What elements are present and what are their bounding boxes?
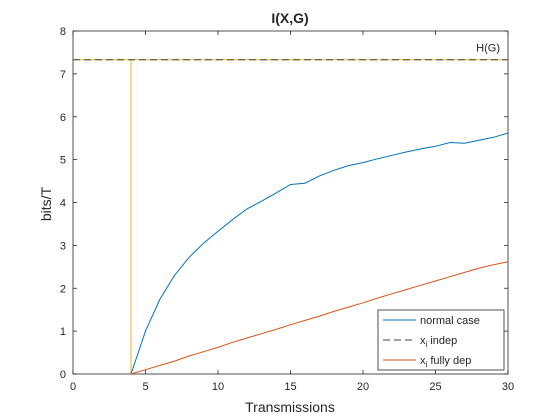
reference-line-label: H(G) — [476, 43, 500, 55]
y-tick-label: 3 — [60, 240, 66, 252]
legend-label-main: x — [420, 335, 426, 347]
series-line-2 — [130, 261, 509, 375]
legend-label-1: xi indep — [420, 335, 457, 349]
y-tick-label: 2 — [60, 283, 66, 295]
chart-title: I(X,G) — [271, 10, 308, 26]
x-tick-label: 0 — [70, 381, 76, 393]
x-axis-label: Transmissions — [245, 399, 335, 415]
legend-label-main: normal case — [420, 315, 480, 327]
legend-label-subscript: i — [426, 340, 428, 349]
legend-label-2: xi fully dep — [420, 355, 471, 369]
x-tick-label: 10 — [212, 381, 224, 393]
y-tick-label: 8 — [60, 26, 66, 38]
x-tick-label: 30 — [502, 381, 514, 393]
x-tick-label: 25 — [429, 381, 441, 393]
x-tick-label: 5 — [142, 381, 148, 393]
legend-label-main: x — [420, 355, 426, 367]
legend-label-rest: indep — [427, 335, 457, 347]
legend-label-0: normal case — [420, 315, 480, 327]
x-tick-label: 20 — [357, 381, 369, 393]
legend-label-rest: fully dep — [427, 355, 471, 367]
x-tick-label: 15 — [284, 381, 296, 393]
y-tick-label: 1 — [60, 326, 66, 338]
legend-label-subscript: i — [426, 360, 428, 369]
y-tick-label: 0 — [60, 369, 66, 381]
y-tick-label: 6 — [60, 112, 66, 124]
y-tick-label: 7 — [60, 69, 66, 81]
y-tick-label: 5 — [60, 155, 66, 167]
y-axis-label: bits/T — [38, 186, 54, 221]
y-tick-label: 4 — [60, 198, 66, 210]
series-line-0 — [130, 132, 509, 375]
